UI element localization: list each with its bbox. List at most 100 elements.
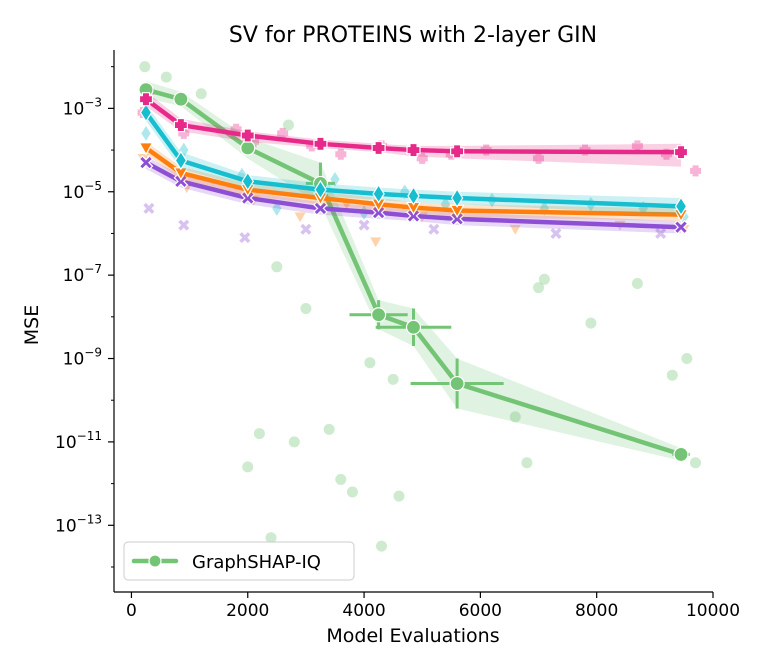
scatter-point — [631, 277, 643, 289]
scatter-point — [428, 223, 440, 235]
scatter-point — [141, 125, 151, 141]
scatter-point — [681, 353, 693, 365]
x-tick-label: 0 — [126, 601, 137, 621]
legend-label: GraphSHAP-IQ — [192, 552, 321, 573]
y-tick-label: 10−5 — [63, 179, 102, 203]
x-tick-label: 2000 — [226, 601, 269, 621]
scatter-point — [178, 219, 190, 231]
scatter-point — [387, 373, 399, 385]
scatter-point — [330, 171, 340, 187]
scatter-point — [335, 148, 347, 160]
series-purple-x — [138, 155, 689, 235]
data-point — [673, 446, 689, 463]
scatter-point — [294, 212, 306, 223]
scatter-point — [242, 461, 254, 473]
data-point — [372, 183, 385, 204]
scatter-point — [237, 167, 247, 183]
data-point — [240, 140, 256, 156]
scatter-point — [666, 369, 678, 381]
legend-marker — [148, 554, 162, 568]
scatter-point — [521, 457, 533, 469]
scatter-point — [139, 61, 151, 73]
data-point — [139, 102, 153, 123]
x-tick-label: 8000 — [575, 601, 618, 621]
scatter-point — [631, 140, 643, 152]
series-cyan-diamond — [139, 102, 688, 217]
y-tick-label: 10−3 — [63, 95, 102, 119]
tick-labels: 0 2000 4000 6000 8000 10000 10−3 10−5 10−7 10−9 10… — [55, 66, 740, 621]
series-line — [143, 87, 684, 457]
data-point — [450, 144, 465, 159]
data-point — [450, 188, 464, 208]
scatter-point — [272, 201, 282, 216]
data-point — [241, 171, 254, 192]
data-point — [673, 219, 689, 235]
chart-title: SV for PROTEINS with 2-layer GIN — [229, 23, 597, 48]
data-point — [371, 307, 387, 323]
legend: GraphSHAP-IQ — [123, 541, 355, 581]
plot-area — [137, 61, 702, 552]
scatter-point — [239, 232, 251, 244]
x-tick-label: 4000 — [342, 601, 385, 621]
data-point — [173, 91, 189, 107]
data-point — [138, 155, 154, 170]
data-point — [406, 142, 421, 158]
scatter-point — [370, 237, 382, 248]
scatter-point — [690, 457, 702, 469]
series-GraphSHAP-IQ — [138, 81, 690, 463]
series-pink-plus — [138, 91, 689, 167]
data-point — [240, 128, 255, 143]
y-tick-label: 10−9 — [63, 346, 102, 370]
scatter-point — [376, 540, 388, 552]
data-point — [314, 179, 327, 200]
scatter-point — [195, 88, 207, 100]
series-line — [143, 160, 684, 230]
data-point — [371, 140, 386, 156]
data-point — [673, 145, 689, 160]
scatter-point — [335, 473, 347, 485]
scatter-point — [416, 152, 428, 164]
x-axis-label: Model Evaluations — [326, 625, 499, 647]
scatter-point — [143, 202, 155, 214]
data-point — [405, 319, 422, 335]
scatter-point — [655, 227, 667, 239]
scatter-point — [346, 486, 358, 498]
axes — [113, 50, 713, 593]
scatter-point — [300, 223, 312, 235]
data-point — [674, 196, 688, 217]
data-point — [138, 142, 154, 156]
scatter-point — [253, 428, 265, 440]
y-tick-label: 10−11 — [55, 429, 102, 453]
scatter-point — [277, 127, 289, 139]
scatter-point — [509, 224, 521, 235]
data-point — [173, 117, 188, 133]
scatter-point — [538, 273, 550, 285]
legend-frame — [123, 541, 355, 581]
scatter-point — [265, 532, 277, 544]
scatter-point — [533, 282, 545, 294]
scatter-point — [550, 227, 562, 239]
series-line — [143, 110, 684, 209]
confidence-band — [145, 91, 682, 167]
x-tick-label: 6000 — [459, 601, 502, 621]
x-tick-label: 10000 — [686, 601, 740, 621]
scatter-point — [323, 423, 335, 435]
series-line — [143, 96, 684, 155]
scatter-point — [271, 261, 283, 273]
scatter-point — [160, 71, 172, 83]
scatter-point — [393, 490, 405, 502]
data-point — [449, 375, 465, 392]
data-point — [138, 92, 154, 107]
data-point — [313, 136, 328, 151]
scatter-point — [509, 411, 521, 423]
data-point — [407, 186, 420, 206]
scatter-point — [364, 357, 376, 369]
y-tick-label: 10−13 — [55, 512, 102, 536]
scatter-point — [533, 152, 545, 164]
scatter-point — [585, 317, 597, 329]
y-axis-label: MSE — [21, 305, 43, 345]
scatter-point — [690, 165, 702, 177]
scatter-point — [300, 302, 312, 314]
confidence-band — [145, 81, 682, 461]
